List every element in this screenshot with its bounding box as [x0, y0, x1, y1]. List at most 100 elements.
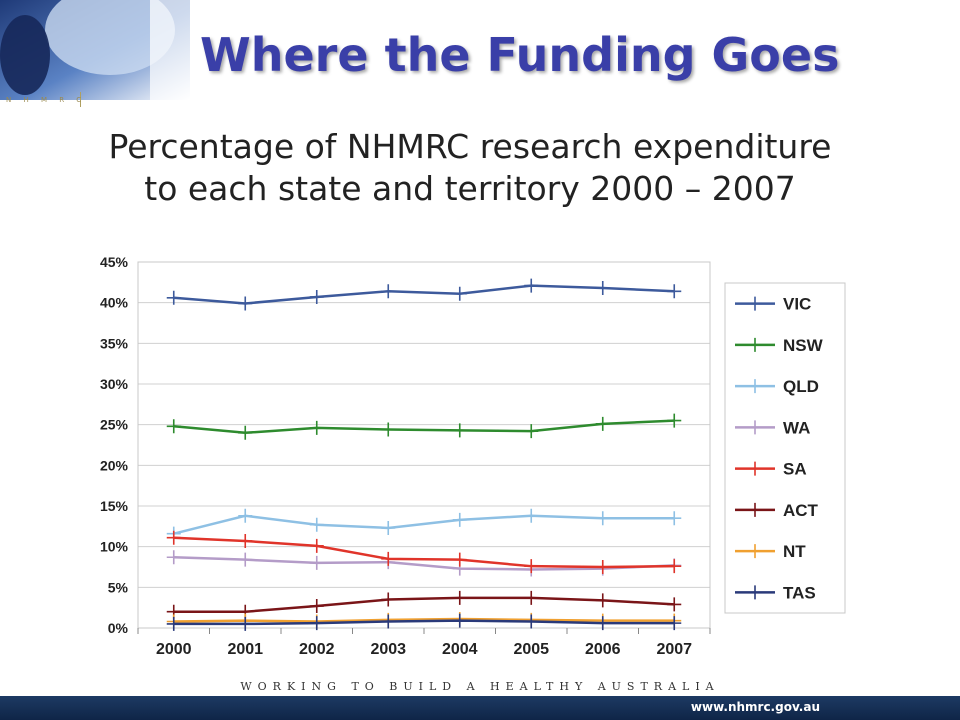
y-tick-label: 25% [100, 417, 129, 433]
data-point-nsw [667, 413, 682, 428]
data-point-sa [667, 559, 682, 574]
y-tick-label: 45% [100, 254, 129, 270]
data-point-wa [166, 550, 181, 565]
data-point-act [309, 599, 324, 614]
slide-title: Where the Funding Goes [200, 28, 840, 82]
data-point-vic [166, 290, 181, 305]
legend-label: SA [783, 460, 807, 479]
x-tick-label: 2001 [227, 641, 263, 658]
logo-rule [0, 92, 81, 107]
y-tick-label: 20% [100, 457, 129, 473]
axis-layer: 0% 5% 10% 15% 20% 25% 30% 35% 40% 45% 2000 2001 2002… [100, 254, 711, 658]
x-tick-label: 2006 [585, 641, 621, 658]
data-point-nsw [309, 420, 324, 435]
data-point-tas [309, 616, 324, 631]
legend-item-qld: QLD [735, 377, 819, 396]
data-point-sa [595, 560, 610, 574]
data-point-qld [452, 512, 467, 527]
legend: VIC NSW QLD WA SA ACT NT TAS [724, 282, 846, 614]
x-tick-label: 2000 [156, 641, 192, 658]
series-line-wa [173, 555, 675, 571]
data-point-tas [667, 616, 682, 631]
data-point-vic [667, 284, 682, 299]
subtitle-line-2: to each state and territory 2000 – 2007 [144, 169, 796, 208]
data-point-tas [238, 616, 253, 631]
data-point-vic [381, 284, 396, 299]
x-tick-label: 2005 [513, 641, 549, 658]
data-point-tas [381, 614, 396, 629]
footer-url: www.nhmrc.gov.au [690, 700, 820, 714]
subtitle-line-1: Percentage of NHMRC research expenditure [108, 127, 832, 166]
data-point-act [595, 593, 610, 608]
legend-label: ACT [783, 501, 819, 520]
data-point-qld [667, 511, 682, 526]
data-point-wa [309, 555, 324, 570]
series-sa [166, 530, 682, 574]
legend-item-nt: NT [735, 542, 806, 561]
data-point-qld [524, 508, 539, 523]
legend-item-nsw: NSW [735, 336, 824, 355]
legend-label: NSW [783, 336, 824, 355]
data-point-act [452, 590, 467, 605]
data-point-nsw [381, 422, 396, 437]
data-point-vic [238, 296, 253, 311]
data-point-tas [452, 613, 467, 628]
series-act [166, 590, 682, 619]
legend-label: TAS [783, 583, 816, 602]
legend-item-wa: WA [735, 418, 810, 437]
data-point-sa [309, 538, 324, 553]
data-point-vic [524, 278, 539, 293]
legend-label: NT [783, 542, 806, 561]
data-point-sa [524, 559, 539, 574]
logo-face-image [0, 0, 190, 100]
line-chart: 0% 5% 10% 15% 20% 25% 30% 35% 40% 45% 2000 2001 2002… [100, 254, 846, 658]
legend-item-sa: SA [735, 460, 807, 479]
legend-label: QLD [783, 377, 819, 396]
legend-marker [748, 461, 762, 476]
y-tick-label: 5% [108, 579, 129, 595]
data-point-act [524, 590, 539, 605]
legend-label: VIC [783, 295, 811, 314]
legend-marker [748, 296, 762, 311]
footer-bar: www.nhmrc.gov.au [0, 696, 960, 720]
slide-subtitle: Percentage of NHMRC research expenditure… [0, 126, 940, 210]
data-point-nsw [452, 423, 467, 438]
y-tick-label: 30% [100, 376, 129, 392]
legend-item-tas: TAS [735, 583, 816, 602]
data-point-nsw [166, 419, 181, 434]
series-line-nsw [173, 419, 675, 435]
data-point-vic [595, 281, 610, 296]
x-tick-label: 2003 [370, 641, 406, 658]
y-tick-label: 15% [100, 498, 129, 514]
series-layer [166, 278, 682, 631]
tagline: WORKING TO BUILD A HEALTHY AUSTRALIA [240, 680, 720, 693]
series-line-act [173, 596, 675, 613]
series-qld [166, 508, 682, 541]
y-tick-label: 10% [100, 539, 129, 555]
data-point-act [667, 597, 682, 612]
data-point-vic [452, 286, 467, 301]
series-line-nt [173, 617, 675, 623]
data-point-tas [524, 614, 539, 629]
legend-marker [748, 420, 762, 435]
y-tick-label: 40% [100, 295, 129, 311]
data-point-qld [238, 508, 253, 523]
data-point-qld [595, 511, 610, 526]
legend-marker [748, 544, 762, 559]
data-point-tas [595, 616, 610, 631]
x-tick-label: 2004 [442, 641, 478, 658]
data-point-nsw [595, 416, 610, 431]
data-point-sa [452, 552, 467, 567]
legend-marker [748, 337, 762, 352]
legend-marker [748, 379, 762, 394]
data-point-sa [166, 530, 181, 545]
logo-text: N H M R C [6, 96, 87, 104]
x-tick-label: 2007 [656, 641, 692, 658]
data-point-qld [381, 520, 396, 535]
y-tick-label: 0% [108, 620, 129, 636]
series-nsw [166, 413, 682, 440]
x-tick-label: 2002 [299, 641, 335, 658]
data-point-qld [309, 517, 324, 532]
data-point-sa [381, 551, 396, 566]
data-point-act [381, 592, 396, 607]
